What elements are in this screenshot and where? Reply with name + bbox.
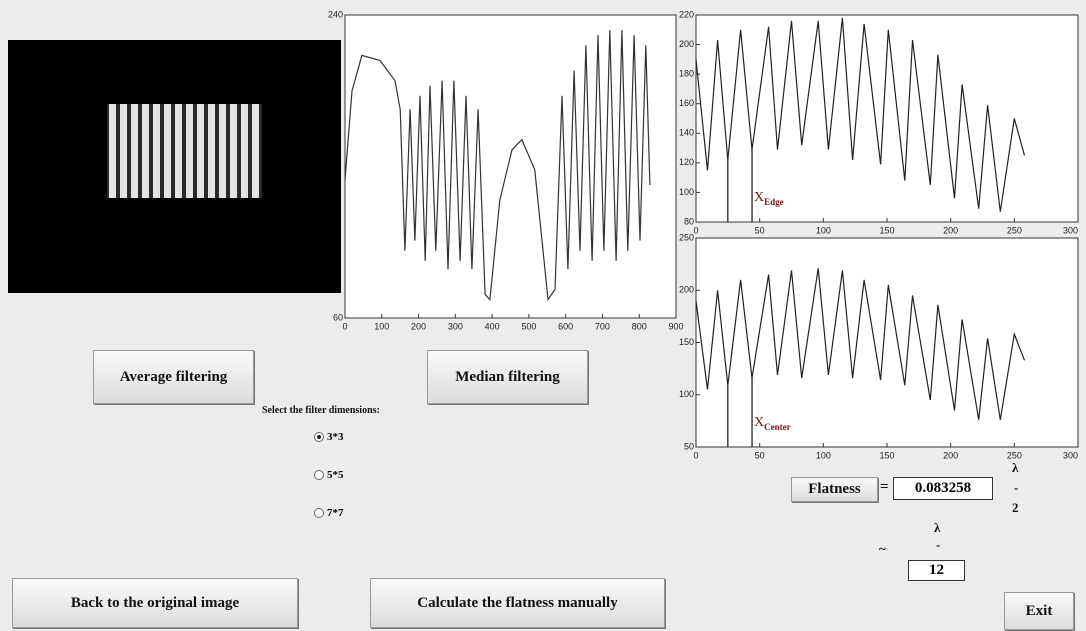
- fringe-count: 12: [908, 560, 965, 581]
- radio-option[interactable]: 3*3: [314, 431, 344, 443]
- radio-label: 5*5: [327, 469, 344, 481]
- x-tick-label: 100: [816, 225, 831, 235]
- lambda: λ: [1012, 460, 1018, 476]
- x-tick-label: 300: [1063, 450, 1078, 460]
- radio-dot[interactable]: [314, 432, 324, 442]
- y-tick-label: 80: [684, 216, 694, 226]
- y-tick-label: 140: [679, 128, 694, 138]
- average-button[interactable]: Average filtering: [93, 350, 254, 404]
- radio-label: 7*7: [327, 507, 344, 519]
- exit-button[interactable]: Exit: [1004, 592, 1074, 630]
- x-tick-label: 0: [342, 321, 347, 331]
- flatness-button[interactable]: Flatness: [791, 477, 878, 502]
- filter-prompt: Select the filter dimensions:: [262, 405, 380, 416]
- denominator: 2: [1012, 500, 1019, 516]
- lambda: λ: [934, 520, 940, 536]
- median-button[interactable]: Median filtering: [427, 350, 588, 404]
- x-tick-label: 300: [1063, 225, 1078, 235]
- annotation-subscript: Edge: [764, 197, 784, 207]
- flatness-value: 0.083258: [893, 477, 993, 500]
- y-tick-label: 250: [679, 232, 694, 242]
- x-tick-label: 800: [632, 321, 647, 331]
- annotation-subscript: Center: [764, 422, 791, 432]
- equals-sign: =: [880, 479, 889, 496]
- app-window: 0100200300400500600700800900602400501001…: [0, 0, 1086, 631]
- plot-area: [345, 15, 676, 318]
- back-button[interactable]: Back to the original image: [12, 578, 298, 628]
- fringe-image: [107, 104, 262, 198]
- x-tick-label: 0: [693, 225, 698, 235]
- y-tick-label: 240: [328, 9, 343, 19]
- x-tick-label: 500: [521, 321, 536, 331]
- y-tick-label: 150: [679, 337, 694, 347]
- annotation-symbol: X: [754, 190, 764, 205]
- x-tick-label: 0: [693, 450, 698, 460]
- x-tick-label: 200: [943, 225, 958, 235]
- radio-dot[interactable]: [314, 508, 324, 518]
- tilde: ~: [879, 541, 886, 557]
- radio-option[interactable]: 7*7: [314, 507, 344, 519]
- x-tick-label: 150: [879, 225, 894, 235]
- x-tick-label: 100: [816, 450, 831, 460]
- y-tick-label: 50: [684, 441, 694, 451]
- y-tick-label: 200: [679, 39, 694, 49]
- x-tick-label: 50: [755, 450, 765, 460]
- x-tick-label: 600: [558, 321, 573, 331]
- x-tick-label: 250: [1007, 450, 1022, 460]
- x-tick-label: 150: [879, 450, 894, 460]
- x-tick-label: 200: [411, 321, 426, 331]
- x-tick-label: 900: [668, 321, 683, 331]
- y-tick-label: 120: [679, 157, 694, 167]
- y-tick-label: 220: [679, 9, 694, 19]
- y-tick-label: 100: [679, 187, 694, 197]
- plots: 0100200300400500600700800900602400501001…: [0, 0, 1086, 631]
- x-tick-label: 300: [448, 321, 463, 331]
- fraction-bar: -: [936, 537, 940, 553]
- radio-option[interactable]: 5*5: [314, 469, 344, 481]
- x-tick-label: 100: [374, 321, 389, 331]
- fraction-bar: -: [1014, 480, 1018, 496]
- y-tick-label: 160: [679, 98, 694, 108]
- y-tick-label: 180: [679, 69, 694, 79]
- radio-label: 3*3: [327, 431, 344, 443]
- y-tick-label: 100: [679, 389, 694, 399]
- x-tick-label: 250: [1007, 225, 1022, 235]
- x-tick-label: 700: [595, 321, 610, 331]
- y-tick-label: 60: [333, 312, 343, 322]
- annotation-symbol: X: [754, 415, 764, 430]
- manual-button[interactable]: Calculate the flatness manually: [370, 578, 665, 628]
- x-tick-label: 200: [943, 450, 958, 460]
- x-tick-label: 400: [485, 321, 500, 331]
- y-tick-label: 200: [679, 285, 694, 295]
- radio-dot[interactable]: [314, 470, 324, 480]
- x-tick-label: 50: [755, 225, 765, 235]
